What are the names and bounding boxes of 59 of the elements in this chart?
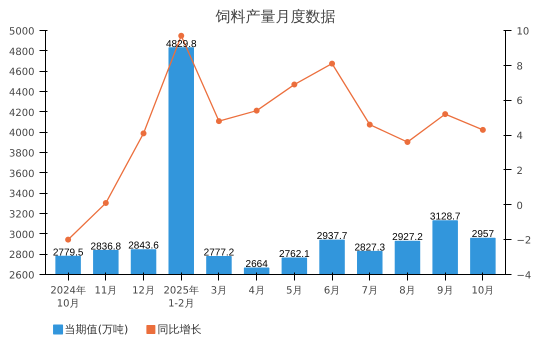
text: 2777.2 [204,247,234,258]
y-tick-label: 4600 [9,67,35,78]
chart-title: 饲料产量月度数据 [214,8,336,26]
text: 2957 [472,229,494,240]
y2-tick-label: 4 [516,131,523,142]
x-tick-label: 2024年 10月 [50,284,86,310]
y-tick-label: 2600 [9,270,35,282]
text: 2664 [246,258,268,270]
y-tick-label: 3600 [9,168,35,180]
x-tick-label: 2025年 1-2月 [164,284,199,310]
x-tick-label: 12月 [132,286,155,296]
x-tick-label: 5月 [286,286,303,296]
y2-tick-label: −4 [516,270,532,282]
y2-tick-label: 10 [516,26,530,38]
x-tick-label: 9月 [436,286,454,296]
point [480,126,486,133]
point [329,60,336,67]
y-tick-label: 3000 [9,230,35,241]
point [178,32,184,39]
x-tick-label: 7月 [362,286,378,296]
point [254,108,260,114]
legend-label: 同比增长 [158,323,202,336]
y-tick-label: 3800 [9,148,35,160]
point [404,139,410,146]
text: 2836.8 [90,241,122,252]
x-tick-label: 10月 [472,286,494,296]
point [65,236,72,243]
y-tick-label: 4400 [9,88,35,98]
point [102,200,109,206]
x-tick-label: 8月 [399,286,416,296]
y2-tick-label: 6 [516,96,523,108]
text: 2779.5 [52,247,84,258]
y2-tick-label: 8 [516,61,523,72]
x-tick-label: 11月 [94,286,118,296]
x-tick-label: 3月 [210,286,228,296]
point [442,111,448,118]
point [291,82,298,88]
text: 2827.3 [354,242,386,254]
x-tick-label: 4月 [248,286,265,296]
point [216,118,222,124]
y-tick-label: 3400 [9,189,35,200]
y-tick-label: 2800 [9,250,35,262]
point [140,130,147,136]
text: 3128.7 [430,212,460,223]
text: 2762.1 [279,249,310,260]
x-tick-label: 6月 [324,286,340,296]
y2-tick-label: −2 [516,236,532,247]
point [366,122,373,128]
y2-tick-label: 0 [516,200,523,212]
text: 2927.2 [392,232,423,244]
y2-tick-label: 2 [516,166,523,177]
y-tick-label: 3200 [9,210,35,220]
text: 2937.7 [316,231,348,242]
legend-label: 当期值(万吨) [64,323,128,336]
text: 2843.6 [128,240,159,252]
y-tick-label: 4000 [9,128,35,140]
y-tick-label: 5000 [9,26,35,38]
y-tick-label: 4200 [9,108,35,119]
y-tick-label: 4800 [9,46,35,58]
